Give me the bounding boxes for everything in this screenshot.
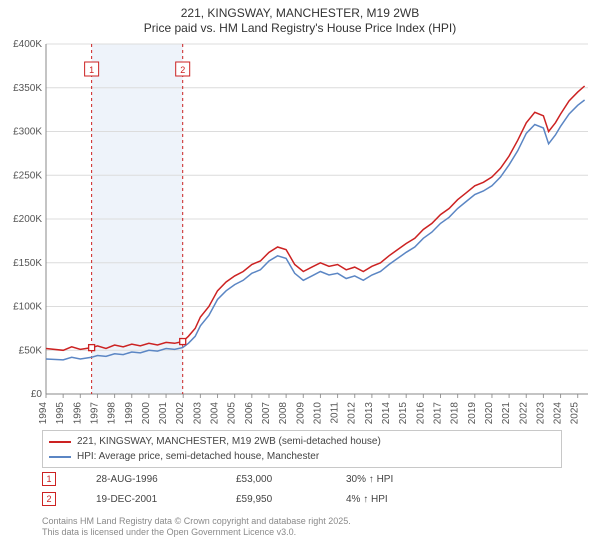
svg-text:2006: 2006 (244, 402, 255, 425)
svg-text:2003: 2003 (192, 402, 203, 425)
attribution-line: This data is licensed under the Open Gov… (42, 527, 572, 538)
legend-label: 221, KINGSWAY, MANCHESTER, M19 2WB (semi… (77, 436, 381, 447)
sale-marker: 1 (42, 472, 56, 486)
svg-text:2009: 2009 (295, 402, 306, 425)
svg-text:2020: 2020 (484, 402, 495, 425)
attribution-line: Contains HM Land Registry data © Crown c… (42, 516, 572, 527)
sale-pct: 4% ↑ HPI (346, 494, 388, 505)
svg-text:2015: 2015 (398, 402, 409, 425)
svg-text:2013: 2013 (364, 402, 375, 425)
svg-text:£200K: £200K (13, 214, 42, 225)
legend-label: HPI: Average price, semi-detached house,… (77, 451, 319, 462)
svg-text:2008: 2008 (278, 402, 289, 425)
sale-date: 19-DEC-2001 (96, 494, 196, 505)
svg-text:1994: 1994 (38, 402, 49, 425)
svg-text:£50K: £50K (19, 345, 43, 356)
sale-date: 28-AUG-1996 (96, 474, 196, 485)
chart-title-block: 221, KINGSWAY, MANCHESTER, M19 2WB Price… (0, 0, 600, 35)
svg-text:2011: 2011 (330, 402, 341, 424)
svg-text:£350K: £350K (13, 83, 42, 94)
svg-text:1: 1 (89, 65, 94, 75)
svg-text:2024: 2024 (553, 402, 564, 425)
svg-text:2025: 2025 (570, 402, 581, 425)
svg-text:2018: 2018 (450, 402, 461, 425)
svg-text:2012: 2012 (347, 402, 358, 425)
line-chart-svg: £0 £50K £100K £150K £200K £250K £300K £350K £400… (0, 38, 600, 428)
svg-text:£150K: £150K (13, 258, 42, 269)
svg-text:1997: 1997 (89, 402, 100, 425)
legend-swatch (49, 456, 71, 458)
svg-text:1999: 1999 (124, 402, 135, 425)
svg-text:2017: 2017 (432, 402, 443, 425)
svg-text:2019: 2019 (467, 402, 478, 425)
svg-text:2007: 2007 (261, 402, 272, 425)
sale-row: 2 19-DEC-2001 £59,950 4% ↑ HPI (42, 492, 562, 506)
sale-row: 1 28-AUG-1996 £53,000 30% ↑ HPI (42, 472, 562, 486)
svg-text:£300K: £300K (13, 127, 42, 138)
svg-text:2: 2 (180, 65, 185, 75)
legend-swatch (49, 441, 71, 443)
svg-text:2010: 2010 (312, 402, 323, 425)
svg-text:1995: 1995 (55, 402, 66, 425)
sale-marker: 2 (42, 492, 56, 506)
sale-price: £59,950 (236, 494, 306, 505)
svg-text:2000: 2000 (141, 402, 152, 425)
svg-text:2004: 2004 (210, 402, 221, 425)
title-line-2: Price paid vs. HM Land Registry's House … (0, 21, 600, 35)
legend-row: 221, KINGSWAY, MANCHESTER, M19 2WB (semi… (49, 434, 555, 449)
sale-pct: 30% ↑ HPI (346, 474, 393, 485)
legend-row: HPI: Average price, semi-detached house,… (49, 449, 555, 464)
sale-price: £53,000 (236, 474, 306, 485)
svg-text:2023: 2023 (535, 402, 546, 425)
svg-text:2014: 2014 (381, 402, 392, 425)
svg-text:£0: £0 (31, 389, 43, 400)
svg-text:£250K: £250K (13, 170, 42, 181)
legend: 221, KINGSWAY, MANCHESTER, M19 2WB (semi… (42, 430, 562, 468)
svg-text:2005: 2005 (227, 402, 238, 425)
svg-text:2021: 2021 (501, 402, 512, 425)
attribution: Contains HM Land Registry data © Crown c… (42, 516, 572, 539)
svg-text:£400K: £400K (13, 39, 42, 50)
svg-text:2001: 2001 (158, 402, 169, 425)
title-line-1: 221, KINGSWAY, MANCHESTER, M19 2WB (0, 6, 600, 20)
svg-text:1996: 1996 (72, 402, 83, 425)
chart-area: £0 £50K £100K £150K £200K £250K £300K £350K £400… (0, 38, 600, 428)
svg-text:2016: 2016 (415, 402, 426, 425)
svg-text:1998: 1998 (107, 402, 118, 425)
svg-text:2002: 2002 (175, 402, 186, 425)
svg-text:£100K: £100K (13, 302, 42, 313)
svg-text:2022: 2022 (518, 402, 529, 425)
